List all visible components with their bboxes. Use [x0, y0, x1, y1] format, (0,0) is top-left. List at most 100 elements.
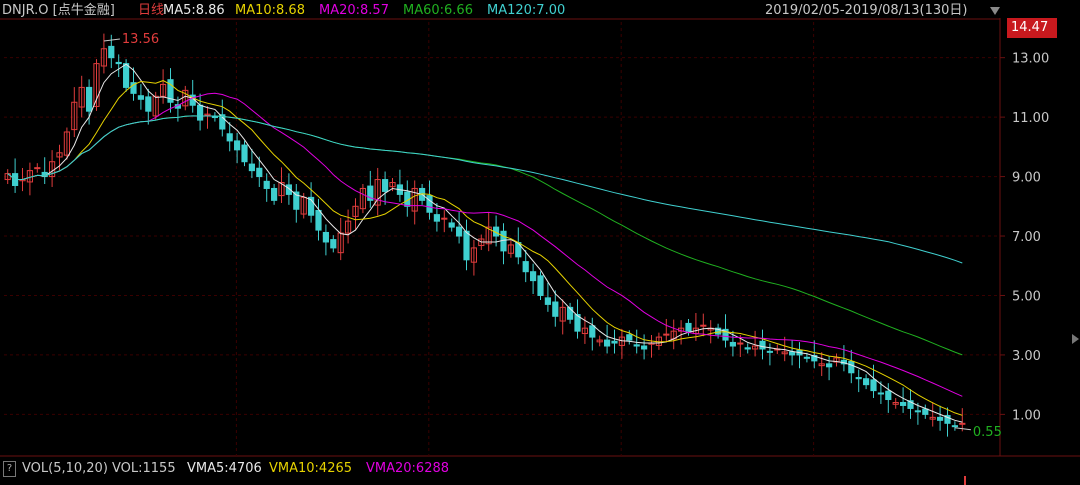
candle-body	[234, 140, 241, 151]
ma60-line	[7, 115, 963, 356]
candle-body	[204, 113, 211, 116]
candle-body	[426, 195, 433, 213]
candle-body	[855, 377, 862, 380]
ma20-line	[7, 92, 963, 397]
help-button[interactable]: ?	[3, 461, 16, 477]
candle-body	[86, 86, 93, 112]
low-annotation: 0.55	[973, 425, 1002, 440]
candle-body	[137, 95, 144, 100]
ma20-legend: MA20:8.57	[319, 3, 389, 18]
candle-body	[441, 217, 448, 220]
candle-body	[922, 408, 929, 415]
volume-indicator-label[interactable]: VOL(5,10,20)	[22, 461, 108, 476]
candle-body	[885, 390, 892, 401]
candle-body	[197, 104, 204, 121]
candle-body	[818, 363, 825, 367]
candle-body	[219, 114, 226, 130]
candle-body	[78, 86, 85, 108]
candle-body	[160, 83, 167, 97]
ma10-line	[7, 80, 963, 416]
candle-body	[641, 345, 648, 350]
dropdown-arrow-icon[interactable]	[990, 7, 1000, 15]
candle-body	[352, 205, 359, 217]
candle-body	[766, 350, 773, 353]
y-tick-label: 7.00	[1012, 230, 1041, 245]
candle-body	[715, 327, 722, 335]
date-range-label[interactable]: 2019/02/05-2019/08/13(130日)	[765, 3, 968, 18]
candle-body	[152, 95, 159, 117]
candle-body	[34, 167, 41, 170]
candle-body	[811, 355, 818, 362]
candle-body	[330, 239, 337, 249]
volume-value: VOL:1155	[112, 461, 176, 476]
candle-body	[729, 341, 736, 347]
candle-body	[470, 247, 477, 263]
candle-body	[271, 187, 278, 201]
candle-body	[544, 297, 551, 305]
vma20-value: VMA20:6288	[366, 461, 450, 476]
candle-body	[63, 131, 70, 156]
candle-body	[581, 327, 588, 335]
annotation-pointer	[103, 38, 120, 42]
candle-body	[93, 63, 100, 107]
candle-body	[130, 82, 137, 94]
candle-body	[256, 167, 263, 178]
candle-body	[744, 347, 751, 350]
candle-body	[530, 271, 537, 282]
vma10-value: VMA10:4265	[269, 461, 353, 476]
expand-arrow-icon[interactable]	[1072, 334, 1079, 344]
candle-body	[389, 182, 396, 188]
candle-body	[359, 187, 366, 210]
candle-body	[633, 344, 640, 347]
ma5-legend: MA5:8.86	[163, 3, 225, 18]
candle-body	[263, 180, 270, 189]
candle-body	[759, 340, 766, 350]
candle-body	[552, 301, 559, 317]
candle-body	[863, 378, 870, 386]
candle-body	[951, 425, 958, 428]
candle-body	[604, 339, 611, 347]
candle-body	[589, 325, 596, 338]
candle-body	[907, 400, 914, 409]
candle-body	[433, 214, 440, 222]
candle-body	[308, 196, 315, 216]
candle-body	[826, 363, 833, 368]
candle-body	[611, 340, 618, 344]
candle-body	[167, 79, 174, 103]
candle-body	[374, 179, 381, 206]
current-price-tag: 14.47	[1007, 18, 1057, 38]
candle-body	[300, 196, 307, 215]
candle-body	[123, 63, 130, 88]
ma120-legend: MA120:7.00	[487, 3, 566, 18]
candle-body	[241, 144, 248, 163]
candle-body	[411, 187, 418, 212]
ma60-legend: MA60:6.66	[403, 3, 473, 18]
ticker-label: DNJR.O [点牛金融]	[2, 3, 115, 18]
candle-body	[833, 357, 840, 363]
candle-body	[293, 191, 300, 210]
candle-body	[877, 392, 884, 395]
high-annotation: 13.56	[122, 32, 159, 47]
candle-body	[663, 333, 670, 336]
vma5-value: VMA5:4706	[187, 461, 262, 476]
candle-body	[803, 356, 810, 359]
candle-body	[567, 306, 574, 320]
candle-body	[507, 244, 514, 254]
candle-body	[463, 230, 470, 261]
candle-body	[937, 416, 944, 421]
period-label[interactable]: 日线	[138, 3, 165, 18]
candle-body	[626, 334, 633, 341]
y-tick-label: 11.00	[1012, 111, 1049, 126]
candle-body	[685, 322, 692, 332]
candle-body	[559, 306, 566, 322]
candle-body	[115, 61, 122, 65]
candle-body	[944, 415, 951, 424]
candle-body	[722, 328, 729, 341]
candle-body	[959, 422, 966, 425]
candle-body	[315, 209, 322, 231]
candle-body	[145, 96, 152, 112]
y-tick-label: 5.00	[1012, 289, 1041, 304]
candle-body	[367, 185, 374, 201]
candle-body	[596, 339, 603, 343]
